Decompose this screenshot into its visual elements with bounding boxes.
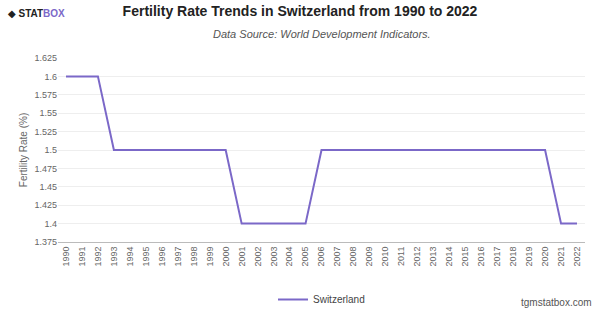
svg-text:2012: 2012 (412, 247, 422, 267)
svg-text:2003: 2003 (269, 247, 279, 267)
svg-text:1993: 1993 (109, 247, 119, 267)
svg-text:1.375: 1.375 (34, 237, 57, 247)
svg-text:1997: 1997 (173, 247, 183, 267)
svg-text:2021: 2021 (556, 247, 566, 267)
svg-text:1998: 1998 (189, 247, 199, 267)
svg-text:1.475: 1.475 (34, 164, 57, 174)
svg-text:2011: 2011 (396, 247, 406, 266)
svg-text:◆ STATBOX: ◆ STATBOX (8, 8, 65, 19)
svg-text:2004: 2004 (284, 247, 294, 267)
svg-text:2020: 2020 (540, 247, 550, 267)
svg-text:1.6: 1.6 (44, 72, 57, 82)
svg-text:1999: 1999 (205, 247, 215, 267)
svg-text:1992: 1992 (93, 247, 103, 267)
svg-text:2013: 2013 (428, 247, 438, 267)
svg-text:2015: 2015 (460, 247, 470, 267)
svg-text:2007: 2007 (332, 247, 342, 267)
svg-text:1.625: 1.625 (34, 53, 57, 63)
svg-text:1991: 1991 (77, 247, 87, 267)
svg-text:1.4: 1.4 (44, 219, 57, 229)
svg-text:2018: 2018 (508, 247, 518, 267)
svg-text:2005: 2005 (300, 247, 310, 267)
svg-text:2008: 2008 (348, 247, 358, 267)
svg-text:Fertility Rate (%): Fertility Rate (%) (18, 113, 29, 187)
svg-text:Fertility Rate Trends in Switz: Fertility Rate Trends in Switzerland fro… (123, 3, 478, 19)
svg-text:2016: 2016 (476, 247, 486, 267)
svg-text:tgmstatbox.com: tgmstatbox.com (521, 297, 592, 308)
svg-text:1.5: 1.5 (44, 145, 57, 155)
svg-text:1995: 1995 (141, 247, 151, 267)
svg-text:Switzerland: Switzerland (313, 294, 365, 305)
svg-text:2019: 2019 (524, 247, 534, 267)
svg-text:2009: 2009 (364, 247, 374, 267)
svg-text:2022: 2022 (572, 247, 582, 267)
svg-text:1.525: 1.525 (34, 127, 57, 137)
svg-text:2006: 2006 (316, 247, 326, 267)
svg-text:2017: 2017 (492, 247, 502, 267)
svg-text:2001: 2001 (237, 247, 247, 267)
svg-text:2000: 2000 (221, 247, 231, 267)
svg-text:1994: 1994 (125, 247, 135, 267)
svg-text:2002: 2002 (253, 247, 263, 267)
svg-text:2010: 2010 (380, 247, 390, 267)
svg-text:1990: 1990 (61, 247, 71, 267)
svg-text:2014: 2014 (444, 247, 454, 267)
svg-text:Data Source: World Development: Data Source: World Development Indicator… (213, 28, 431, 40)
svg-text:1.425: 1.425 (34, 200, 57, 210)
svg-text:1.55: 1.55 (39, 108, 57, 118)
svg-text:1.45: 1.45 (39, 182, 57, 192)
svg-text:1.575: 1.575 (34, 90, 57, 100)
svg-text:1996: 1996 (157, 247, 167, 267)
